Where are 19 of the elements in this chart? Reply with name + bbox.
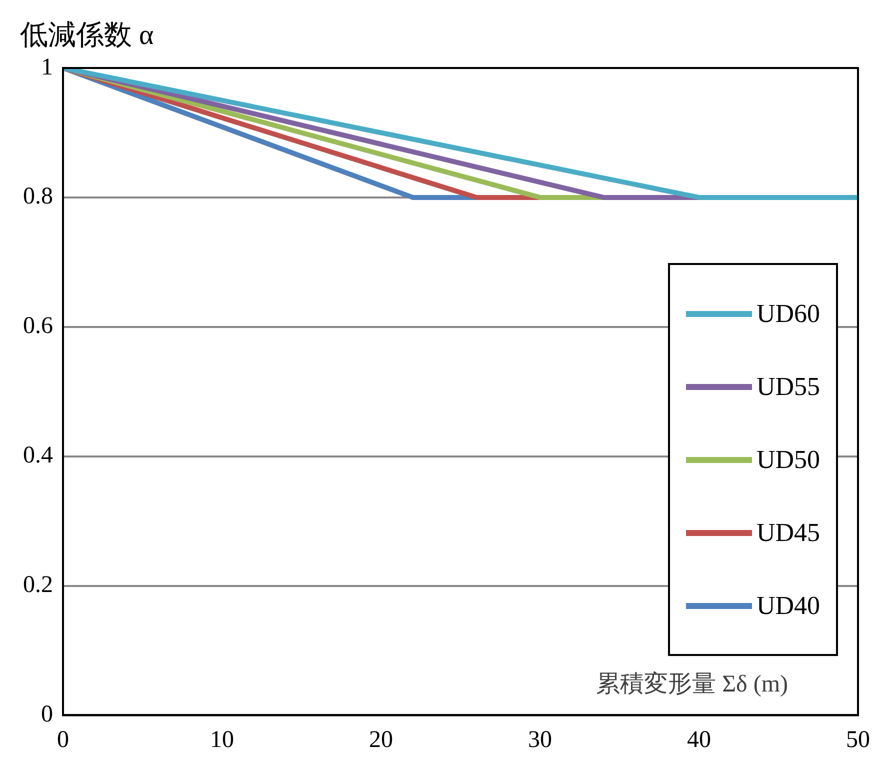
legend-label: UD50 (756, 444, 820, 474)
x-tick-label: 50 (846, 726, 870, 753)
y-tick-label: 1 (41, 54, 53, 80)
y-tick-label: 0.4 (23, 442, 53, 469)
legend-label: UD40 (756, 590, 820, 620)
y-axis-title: 低減係数 α (20, 19, 154, 53)
x-tick-label: 10 (210, 726, 234, 753)
x-tick-label: 20 (369, 726, 393, 753)
x-tick-label: 30 (528, 726, 552, 753)
legend-label: UD45 (756, 518, 820, 548)
x-tick-label: 0 (57, 726, 69, 753)
x-axis-title: 累積変形量 Σδ (m) (596, 670, 788, 698)
y-tick-label: 0.8 (23, 184, 53, 210)
legend-label: UD60 (756, 298, 820, 328)
y-tick-label: 0.6 (23, 313, 53, 340)
legend-label: UD55 (756, 372, 820, 402)
x-tick-label: 40 (687, 726, 711, 753)
y-tick-label: 0.2 (23, 572, 53, 598)
y-tick-label: 0 (41, 701, 53, 728)
